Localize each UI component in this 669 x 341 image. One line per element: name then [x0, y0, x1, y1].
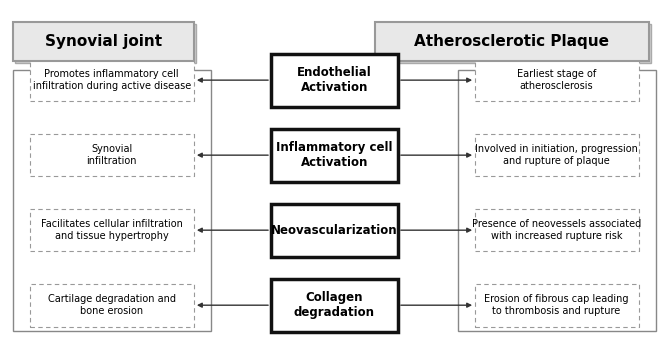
FancyBboxPatch shape: [271, 129, 398, 181]
FancyBboxPatch shape: [30, 209, 194, 252]
Text: Facilitates cellular infiltration
and tissue hypertrophy: Facilitates cellular infiltration and ti…: [41, 219, 183, 241]
FancyBboxPatch shape: [30, 134, 194, 176]
FancyBboxPatch shape: [475, 209, 639, 252]
Text: Involved in initiation, progression
and rupture of plaque: Involved in initiation, progression and …: [475, 144, 638, 166]
FancyBboxPatch shape: [475, 284, 639, 327]
FancyBboxPatch shape: [271, 204, 398, 257]
FancyBboxPatch shape: [458, 70, 656, 331]
FancyBboxPatch shape: [375, 22, 649, 61]
Text: Presence of neovessels associated
with increased rupture risk: Presence of neovessels associated with i…: [472, 219, 641, 241]
FancyBboxPatch shape: [13, 22, 194, 61]
FancyBboxPatch shape: [13, 70, 211, 331]
Text: Promotes inflammatory cell
infiltration during active disease: Promotes inflammatory cell infiltration …: [33, 69, 191, 91]
FancyBboxPatch shape: [377, 24, 651, 63]
Text: Synovial
infiltration: Synovial infiltration: [86, 144, 137, 166]
Text: Inflammatory cell
Activation: Inflammatory cell Activation: [276, 141, 393, 169]
Text: Synovial joint: Synovial joint: [45, 34, 163, 49]
Text: Neovascularization: Neovascularization: [271, 224, 398, 237]
FancyBboxPatch shape: [30, 284, 194, 327]
Text: Endothelial
Activation: Endothelial Activation: [297, 66, 372, 94]
Text: Earliest stage of
atherosclerosis: Earliest stage of atherosclerosis: [517, 69, 596, 91]
Text: Atherosclerotic Plaque: Atherosclerotic Plaque: [414, 34, 609, 49]
Text: Erosion of fibrous cap leading
to thrombosis and rupture: Erosion of fibrous cap leading to thromb…: [484, 294, 629, 316]
FancyBboxPatch shape: [30, 59, 194, 102]
FancyBboxPatch shape: [475, 59, 639, 102]
Text: Cartilage degradation and
bone erosion: Cartilage degradation and bone erosion: [47, 294, 176, 316]
FancyBboxPatch shape: [271, 54, 398, 106]
FancyBboxPatch shape: [475, 134, 639, 176]
FancyBboxPatch shape: [15, 24, 196, 63]
FancyBboxPatch shape: [271, 279, 398, 331]
Text: Collagen
degradation: Collagen degradation: [294, 291, 375, 319]
